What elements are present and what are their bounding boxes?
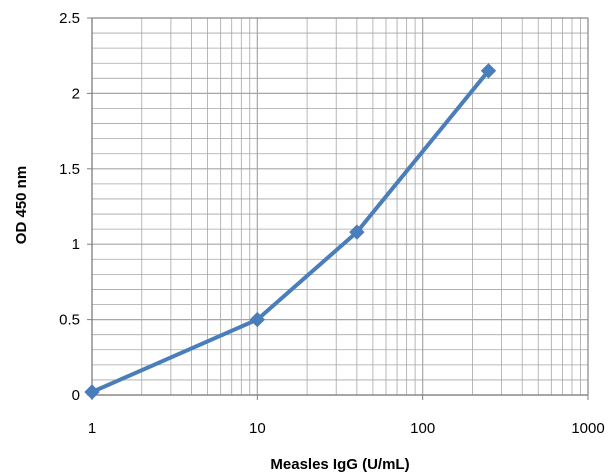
x-tick-label: 100 xyxy=(410,420,435,437)
x-tick-label: 10 xyxy=(249,420,266,437)
grid xyxy=(91,17,589,396)
series-line xyxy=(90,68,491,394)
x-tick-label: 1 xyxy=(88,420,96,437)
y-axis-title: OD 450 nm xyxy=(13,166,30,244)
y-tick-label: 0 xyxy=(72,387,80,404)
x-tick-label: 1000 xyxy=(571,420,604,437)
plot-border xyxy=(91,17,589,396)
y-tick-label: 0.5 xyxy=(59,312,80,329)
y-tick-label: 1.5 xyxy=(59,161,80,178)
data-point-marker xyxy=(480,63,497,79)
y-tick-label: 1 xyxy=(72,236,80,253)
y-tick-label: 2.5 xyxy=(59,10,80,27)
data-point-marker xyxy=(84,384,100,400)
x-axis-title: Measles IgG (U/mL) xyxy=(270,456,409,473)
axes xyxy=(87,17,589,400)
data-series xyxy=(84,63,497,400)
data-point-marker xyxy=(249,311,266,328)
y-tick-label: 2 xyxy=(72,85,80,102)
data-point-marker xyxy=(349,224,365,240)
tick-labels: 0 0.5 1 1.5 2 2.5 1 10 100 1000 xyxy=(59,10,605,437)
